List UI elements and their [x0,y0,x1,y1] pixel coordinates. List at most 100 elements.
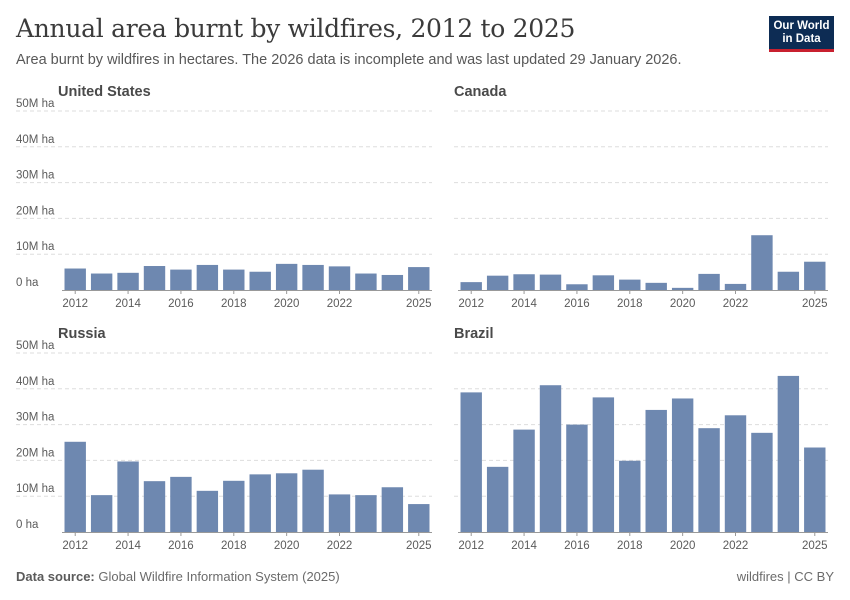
y-tick-label-russia: 50M ha [16,340,55,352]
y-tick-label-united-states: 50M ha [16,98,55,110]
panel-title-united-states: United States [58,84,151,100]
bar-russia-2022 [328,494,351,532]
bar-canada-2014 [513,274,535,290]
y-tick-label-russia: 30M ha [16,412,55,424]
bar-united-states-2024 [381,274,404,290]
bar-brazil-2012 [460,392,482,532]
bar-brazil-2016 [566,424,588,532]
bar-canada-2019 [645,282,667,290]
bar-united-states-2025 [408,267,430,290]
bar-russia-2023 [355,495,377,532]
bar-russia-2020 [275,473,298,532]
chart-subtitle: Area burnt by wildfires in hectares. The… [16,52,682,68]
bar-brazil-2025 [804,447,826,532]
y-tick-label-united-states: 30M ha [16,170,55,182]
bar-brazil-2014 [513,429,535,532]
x-tick-label-brazil: 2014 [511,540,537,552]
panel-title-brazil: Brazil [454,326,494,342]
x-tick-label-brazil: 2025 [802,540,828,552]
logo-line-2: in Data [782,33,821,45]
bar-canada-2015 [539,274,562,290]
y-tick-label-united-states: 20M ha [16,205,55,217]
y-tick-label-united-states: 40M ha [16,134,55,146]
x-tick-label-canada: 2016 [564,298,590,310]
bar-russia-2019 [249,474,271,532]
bar-united-states-2013 [90,273,113,290]
bar-russia-2021 [302,469,324,532]
bar-russia-2015 [143,481,166,532]
x-tick-label-russia: 2025 [406,540,432,552]
x-tick-label-russia: 2020 [274,540,300,552]
bar-canada-2020 [671,287,694,290]
bar-brazil-2020 [671,398,694,532]
x-tick-label-russia: 2018 [221,540,247,552]
bar-russia-2014 [117,461,139,532]
chart-title: Annual area burnt by wildfires, 2012 to … [16,14,576,43]
x-tick-label-brazil: 2016 [564,540,590,552]
data-source-text[interactable]: Global Wildfire Information System (2025… [98,569,340,584]
x-tick-label-brazil: 2012 [458,540,484,552]
panel-title-canada: Canada [454,84,507,100]
bar-united-states-2016 [170,269,192,290]
x-tick-label-canada: 2012 [458,298,484,310]
x-tick-label-russia: 2014 [115,540,141,552]
x-tick-label-canada: 2020 [670,298,696,310]
y-tick-label-russia: 10M ha [16,483,55,495]
bar-canada-2016 [566,284,588,290]
logo-line-1: Our World [773,20,830,32]
y-tick-label-russia: 40M ha [16,376,55,388]
bar-united-states-2015 [143,266,166,290]
bar-brazil-2023 [751,432,773,532]
x-tick-label-canada: 2025 [802,298,828,310]
bar-russia-2013 [90,495,113,532]
x-tick-label-russia: 2016 [168,540,194,552]
bar-united-states-2012 [64,268,86,290]
bar-russia-2024 [381,487,404,532]
bar-canada-2012 [460,282,482,290]
bar-united-states-2021 [302,264,324,290]
bar-brazil-2024 [777,375,800,532]
x-tick-label-united-states: 2014 [115,298,141,310]
bar-russia-2018 [223,480,245,532]
x-tick-label-canada: 2014 [511,298,537,310]
bar-russia-2017 [196,490,219,532]
bar-united-states-2023 [355,273,377,290]
bar-canada-2017 [592,275,615,290]
x-tick-label-united-states: 2018 [221,298,247,310]
license-note[interactable]: wildfires | CC BY [736,569,834,584]
bar-united-states-2017 [196,264,219,290]
x-tick-label-united-states: 2012 [62,298,88,310]
x-tick-label-canada: 2018 [617,298,643,310]
bar-russia-2012 [64,441,86,532]
bar-united-states-2014 [117,272,139,290]
bar-russia-2025 [408,504,430,532]
y-tick-label-united-states: 0 ha [16,277,39,289]
bar-brazil-2017 [592,397,615,532]
data-source-label: Data source: [16,569,95,584]
bar-canada-2023 [751,235,773,290]
x-tick-label-united-states: 2022 [327,298,353,310]
owid-logo[interactable]: Our World in Data [769,16,834,52]
y-tick-label-russia: 20M ha [16,447,55,459]
bar-canada-2013 [486,275,509,290]
bar-brazil-2013 [486,466,509,532]
x-tick-label-united-states: 2020 [274,298,300,310]
bar-united-states-2018 [223,269,245,290]
x-tick-label-canada: 2022 [723,298,749,310]
bar-united-states-2020 [275,263,298,290]
x-tick-label-russia: 2012 [62,540,88,552]
bar-brazil-2019 [645,409,667,532]
bar-canada-2025 [804,261,826,290]
x-tick-label-united-states: 2025 [406,298,432,310]
bar-russia-2016 [170,476,192,532]
data-source-note: Data source: Global Wildfire Information… [16,569,340,584]
x-tick-label-brazil: 2022 [723,540,749,552]
bar-united-states-2022 [328,266,351,290]
bar-brazil-2018 [619,460,641,532]
bar-canada-2024 [777,271,800,290]
bar-brazil-2015 [539,385,562,532]
bar-brazil-2022 [724,415,747,532]
bar-brazil-2021 [698,428,720,532]
x-tick-label-brazil: 2020 [670,540,696,552]
